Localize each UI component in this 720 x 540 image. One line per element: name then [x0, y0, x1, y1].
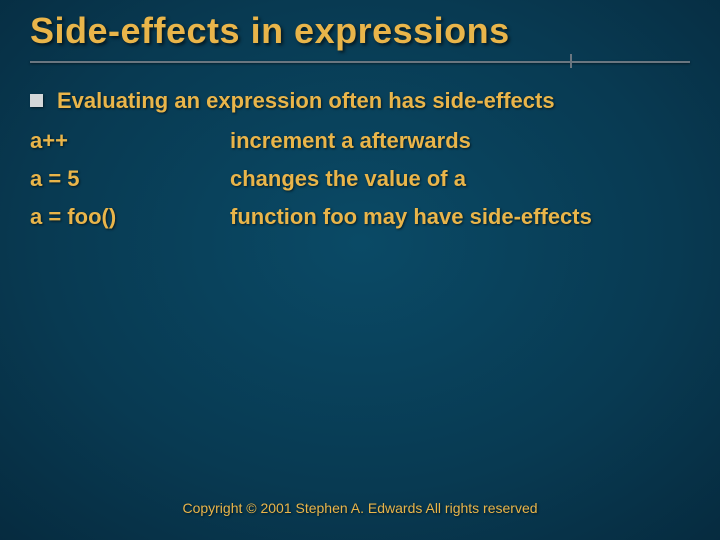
- bullet-square-icon: [30, 94, 43, 107]
- slide-title: Side-effects in expressions: [30, 10, 690, 52]
- bullet-item: Evaluating an expression often has side-…: [30, 88, 690, 114]
- copyright-text: Copyright © 2001 Stephen A. Edwards All …: [182, 500, 537, 516]
- bullet-text: Evaluating an expression often has side-…: [57, 88, 555, 114]
- footer: Copyright © 2001 Stephen A. Edwards All …: [0, 500, 720, 518]
- rule-vertical-tick: [570, 54, 572, 68]
- example-desc: function foo may have side-effects: [230, 204, 690, 230]
- example-desc: increment a afterwards: [230, 128, 690, 154]
- example-row: a = foo() function foo may have side-eff…: [30, 204, 690, 230]
- title-block: Side-effects in expressions: [0, 0, 720, 64]
- example-desc: changes the value of a: [230, 166, 690, 192]
- example-code: a++: [30, 128, 230, 154]
- title-rule: [30, 60, 690, 64]
- example-code: a = 5: [30, 166, 230, 192]
- example-row: a++ increment a afterwards: [30, 128, 690, 154]
- example-row: a = 5 changes the value of a: [30, 166, 690, 192]
- content-area: Evaluating an expression often has side-…: [0, 64, 720, 230]
- examples-table: a++ increment a afterwards a = 5 changes…: [30, 128, 690, 230]
- rule-horizontal: [30, 61, 690, 63]
- example-code: a = foo(): [30, 204, 230, 230]
